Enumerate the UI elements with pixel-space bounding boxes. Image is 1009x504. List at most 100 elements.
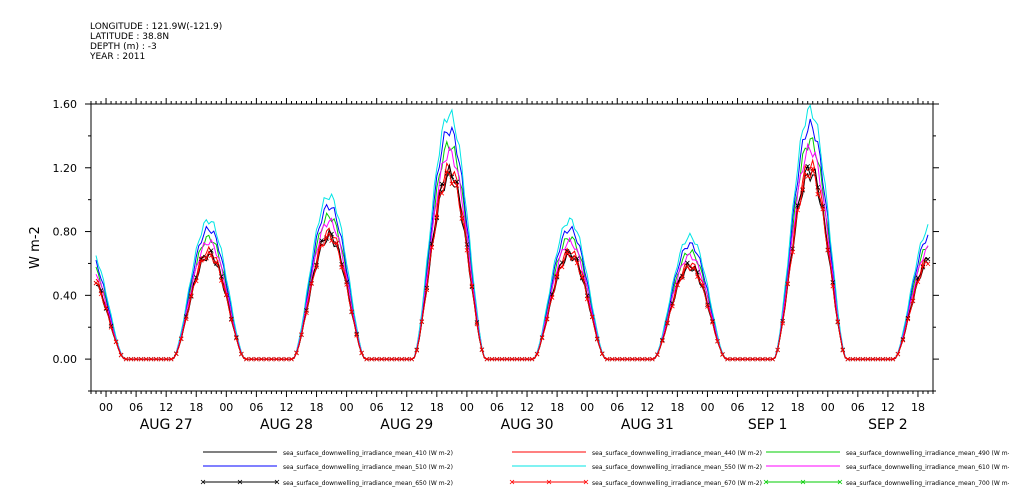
series-marker (479, 347, 485, 353)
series-marker (700, 282, 705, 288)
series-marker (534, 351, 540, 357)
series-marker (589, 314, 595, 320)
series-marker (655, 352, 660, 357)
legend-label: sea_surface_downwelling_irradiance_mean_… (592, 450, 762, 457)
series-marker (289, 356, 294, 362)
series-marker (118, 352, 124, 358)
x-day-label: AUG 30 (501, 417, 554, 433)
series-marker (229, 317, 234, 323)
x-tick-label: 06 (731, 401, 745, 414)
series-marker (860, 356, 866, 362)
series-marker (173, 351, 179, 357)
series-marker (785, 281, 790, 286)
series-marker (514, 356, 520, 362)
series-marker (324, 234, 329, 240)
series-marker (138, 356, 144, 362)
x-tick-label: 12 (881, 401, 895, 414)
series-marker (720, 352, 725, 357)
series-marker (594, 336, 600, 342)
series-marker (750, 356, 755, 362)
series-marker (304, 310, 309, 316)
series-marker (855, 356, 861, 362)
series-marker (715, 338, 720, 344)
depth-label: DEPTH (m) : -3 (90, 42, 157, 52)
series-marker (524, 356, 530, 362)
series-marker (469, 283, 475, 289)
series-marker (519, 356, 525, 362)
series-marker (569, 255, 575, 260)
series-marker (369, 356, 374, 362)
legend-marker (200, 479, 206, 485)
series-marker (274, 356, 279, 362)
x-tick-label: 00 (580, 401, 594, 414)
series-marker (163, 356, 169, 362)
series-marker (439, 191, 445, 196)
series-marker (830, 283, 836, 289)
x-day-label: SEP 1 (748, 417, 788, 433)
series-marker (309, 281, 314, 286)
legend-marker (800, 479, 806, 485)
y-tick-label: 1.60 (53, 98, 78, 111)
legend-label: sea_surface_downwelling_irradiance_mean_… (846, 450, 1009, 457)
series-marker (614, 356, 620, 362)
series-marker (424, 287, 430, 293)
series-marker (845, 356, 851, 362)
y-tick-label: 0.00 (53, 353, 78, 366)
x-tick-label: 12 (159, 401, 173, 414)
series-marker (875, 356, 881, 362)
series-marker (925, 256, 931, 262)
series-marker (730, 356, 735, 362)
series-marker (374, 356, 379, 362)
series-marker (529, 356, 535, 362)
series-marker (239, 351, 244, 357)
legend-marker (509, 479, 515, 485)
series-marker (329, 238, 334, 243)
series-marker (635, 356, 640, 362)
series-marker (584, 296, 590, 302)
series-marker (209, 248, 214, 253)
series-marker (509, 356, 515, 362)
series-marker (464, 247, 470, 253)
series-marker (650, 356, 655, 362)
series-marker (198, 258, 204, 263)
series-marker (695, 274, 700, 280)
series-marker (705, 304, 710, 309)
series-marker (254, 356, 259, 362)
series-marker (740, 356, 745, 362)
series-marker (279, 356, 284, 362)
series-marker (624, 356, 630, 362)
x-tick-label: 06 (851, 401, 865, 414)
legend-label: sea_surface_downwelling_irradiance_mean_… (846, 480, 1009, 487)
series-marker (735, 356, 740, 362)
legend-marker (274, 479, 280, 485)
x-tick-label: 00 (219, 401, 233, 414)
x-tick-label: 18 (310, 401, 324, 414)
x-tick-label: 18 (911, 401, 925, 414)
series-marker (599, 351, 605, 357)
x-tick-label: 06 (129, 401, 143, 414)
series-marker (619, 356, 625, 362)
series-marker (805, 163, 810, 169)
series-marker (394, 356, 400, 362)
series-marker (920, 263, 926, 269)
series-marker (178, 336, 184, 342)
series-marker (725, 356, 730, 362)
series-marker (880, 356, 886, 362)
series-marker (645, 356, 650, 362)
x-day-label: AUG 31 (621, 417, 674, 433)
series-marker (98, 291, 104, 297)
series-marker (795, 207, 800, 213)
series-marker (630, 356, 635, 362)
legend-marker (837, 479, 843, 485)
x-tick-label: 00 (460, 401, 474, 414)
series-marker (760, 356, 765, 362)
series-marker (454, 183, 460, 188)
series-marker (609, 356, 615, 362)
series-marker (810, 166, 815, 172)
series-marker (359, 350, 364, 356)
series-marker (319, 238, 324, 243)
legend-label: sea_surface_downwelling_irradiance_mean_… (846, 464, 1009, 471)
series-marker (870, 356, 876, 362)
series-marker (188, 293, 194, 298)
